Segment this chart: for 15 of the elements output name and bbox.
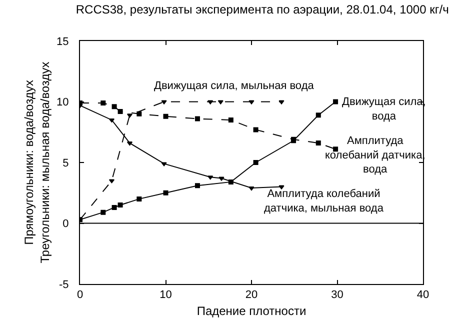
y-axis-title: Прямоугольники: вода/воздух Треугольники: мыльная вода/воздух <box>22 62 52 264</box>
x-tick-label: 0 <box>76 289 84 302</box>
x-tick-label: 30 <box>331 289 344 302</box>
annotation: Амплитуда колебаний датчика, мыльная вода <box>264 188 384 214</box>
x-tick-label: 40 <box>416 289 430 302</box>
y-tick-label: 10 <box>56 96 69 109</box>
annotation: Движущая сила, мыльная вода <box>154 80 315 92</box>
x-tick-label: 10 <box>160 289 172 302</box>
y-tick-label: 15 <box>56 36 69 48</box>
x-tick-label: 20 <box>245 289 258 302</box>
y-tick-label: -5 <box>59 278 69 291</box>
chart-title: RCCS38, результаты эксперимента по аэрации, 28.01.04, 1000 кг/ч <box>76 2 449 16</box>
y-tick-label: 5 <box>62 157 69 170</box>
x-axis-title: Падение плотности <box>196 304 306 318</box>
y-tick-label: 0 <box>62 218 69 230</box>
